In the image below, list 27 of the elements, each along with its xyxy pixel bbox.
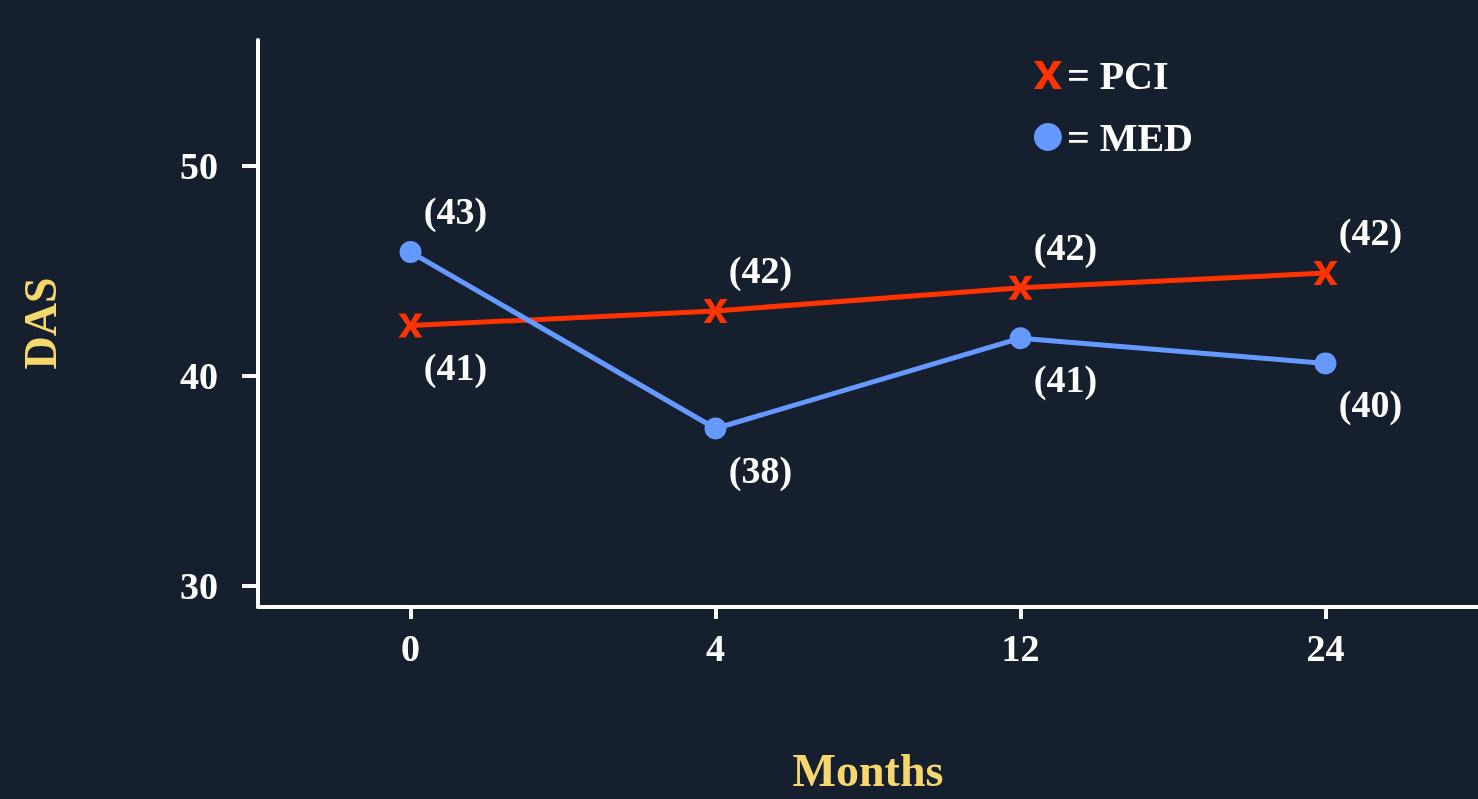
annotation: (38) — [728, 448, 793, 492]
point — [1009, 327, 1032, 350]
point — [704, 417, 727, 440]
x-tick-label: 4 — [706, 627, 725, 669]
x-tick-label: 0 — [401, 627, 420, 669]
annotation: (42) — [1338, 211, 1403, 255]
annotation: (43) — [423, 190, 488, 234]
annotation: (42) — [1033, 225, 1098, 269]
y-tick-label: 40 — [180, 355, 218, 397]
point — [1008, 275, 1033, 300]
legend-label: = MED — [1066, 114, 1194, 160]
x-tick-label: 24 — [1306, 627, 1345, 669]
point — [398, 313, 423, 338]
y-tick-label: 50 — [180, 145, 218, 187]
x-tick-label: 12 — [1001, 627, 1040, 669]
x-axis-title: Months — [792, 744, 944, 796]
annotation: (41) — [1033, 358, 1098, 402]
point — [1313, 261, 1338, 286]
annotation: (42) — [728, 248, 793, 292]
y-axis-title: DAS — [14, 277, 66, 370]
point — [1314, 352, 1337, 375]
y-tick-label: 30 — [180, 565, 218, 607]
annotation: (40) — [1338, 383, 1403, 427]
legend-label: = PCI — [1066, 52, 1169, 98]
annotation: (41) — [423, 345, 488, 389]
point — [703, 298, 728, 323]
point — [399, 241, 422, 264]
